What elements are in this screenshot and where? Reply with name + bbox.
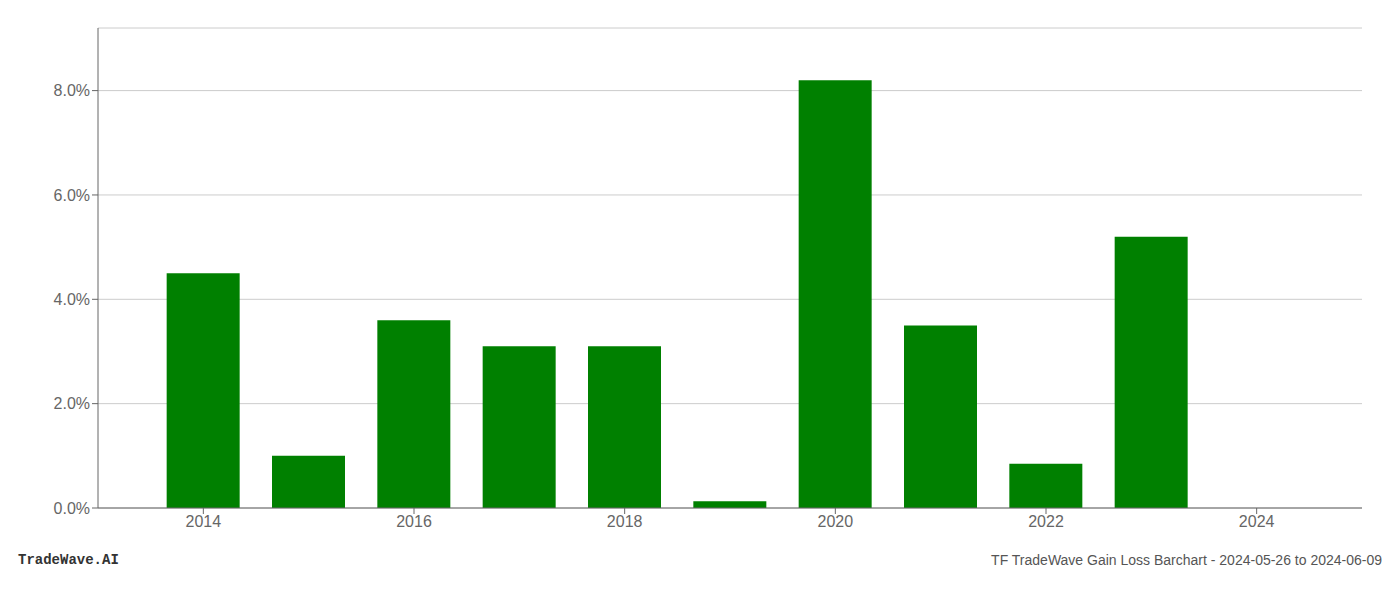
svg-text:2020: 2020 [818, 513, 854, 530]
svg-text:2016: 2016 [396, 513, 432, 530]
svg-text:6.0%: 6.0% [54, 187, 90, 204]
svg-text:4.0%: 4.0% [54, 291, 90, 308]
svg-text:2024: 2024 [1239, 513, 1275, 530]
svg-text:2018: 2018 [607, 513, 643, 530]
svg-text:2.0%: 2.0% [54, 395, 90, 412]
svg-text:2022: 2022 [1028, 513, 1064, 530]
html-text:TradeWave.AI: TradeWave.AI [18, 552, 119, 568]
svg-text:2014: 2014 [186, 513, 222, 530]
html-text:TF TradeWave Gain Loss Barchar: TF TradeWave Gain Loss Barchart - 2024-0… [991, 552, 1382, 568]
svg-text:0.0%: 0.0% [54, 500, 90, 517]
svg-text:8.0%: 8.0% [54, 82, 90, 99]
